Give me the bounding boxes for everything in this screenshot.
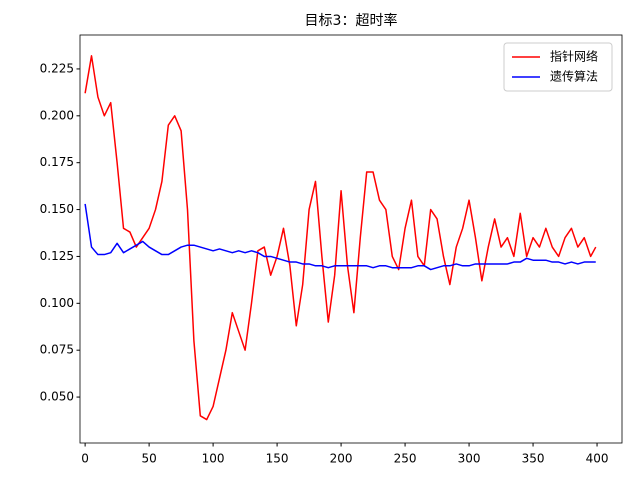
- x-tick-label: 150: [266, 452, 289, 466]
- legend-label: 指针网络: [550, 49, 598, 64]
- legend-label: 遗传算法: [550, 69, 598, 84]
- x-tick-label: 400: [586, 452, 609, 466]
- x-tick-label: 250: [394, 452, 417, 466]
- y-tick-label: 0.150: [40, 202, 74, 216]
- chart-title: 目标3：超时率: [305, 12, 398, 29]
- y-tick-label: 0.050: [40, 390, 74, 404]
- x-tick-label: 50: [141, 452, 156, 466]
- y-tick-label: 0.075: [40, 343, 74, 357]
- x-tick-label: 100: [202, 452, 225, 466]
- y-tick-label: 0.225: [40, 61, 74, 75]
- legend-box: [503, 42, 613, 92]
- x-tick-label: 350: [522, 452, 545, 466]
- y-tick-label: 0.125: [40, 249, 74, 263]
- y-tick-label: 0.100: [40, 296, 74, 310]
- series-line: [84, 55, 597, 421]
- series-line: [84, 203, 596, 271]
- y-tick-label: 0.200: [40, 108, 74, 122]
- y-tick-label: 0.175: [40, 155, 74, 169]
- x-tick-label: 0: [81, 452, 89, 466]
- plot-frame: [79, 34, 623, 444]
- x-tick-label: 200: [330, 452, 353, 466]
- x-tick-label: 300: [458, 452, 481, 466]
